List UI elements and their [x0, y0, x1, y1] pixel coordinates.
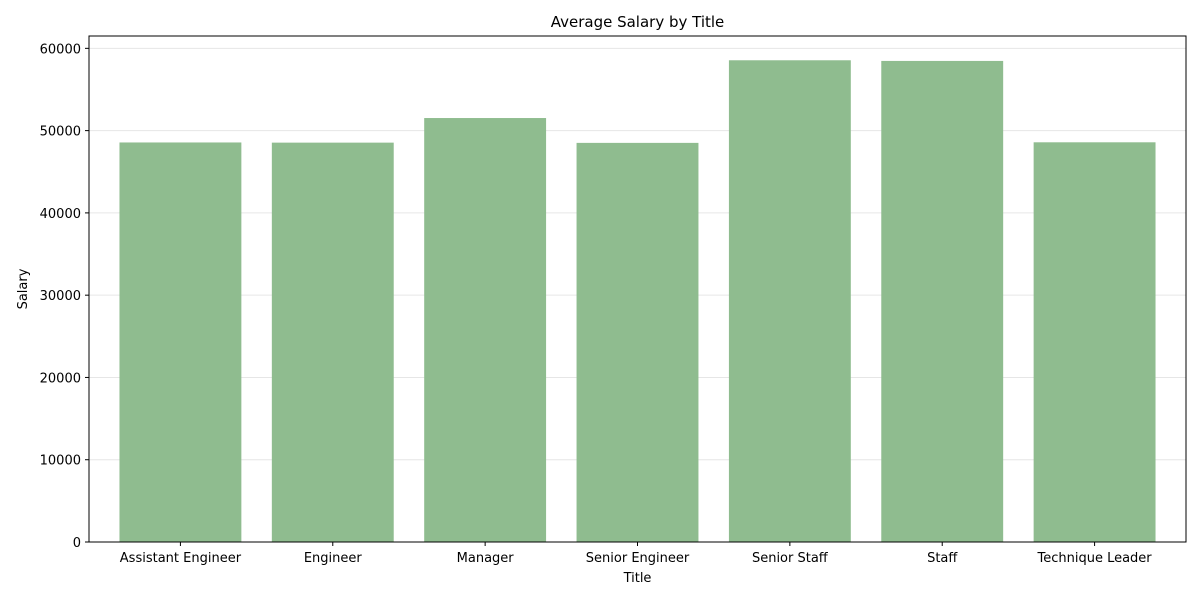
y-axis-label: Salary	[16, 268, 31, 309]
bar	[881, 60, 1004, 543]
x-tick-label: Engineer	[304, 551, 363, 566]
x-tick-label: Senior Engineer	[586, 551, 690, 566]
bar	[576, 142, 699, 542]
chart-title: Average Salary by Title	[551, 13, 725, 31]
x-tick-label: Senior Staff	[752, 551, 829, 566]
y-tick-label: 50000	[40, 125, 81, 140]
x-tick-label: Assistant Engineer	[120, 551, 242, 566]
x-tick-label: Manager	[457, 551, 515, 566]
bar	[119, 142, 242, 542]
y-tick-label: 10000	[40, 454, 81, 469]
bar	[271, 142, 394, 542]
y-axis-ticks: 0 10000 20000 30000 40000 50000 60000	[40, 42, 89, 551]
x-axis-ticks: Assistant Engineer Engineer Manager Senior …	[120, 542, 1152, 566]
bar	[1033, 142, 1156, 542]
y-tick-label: 30000	[40, 289, 81, 304]
y-tick-label: 60000	[40, 42, 81, 57]
x-tick-label: Technique Leader	[1036, 551, 1152, 566]
y-tick-label: 40000	[40, 207, 81, 222]
bars	[119, 60, 1156, 543]
bar	[424, 118, 547, 542]
y-tick-label: 20000	[40, 371, 81, 386]
x-axis-label: Title	[623, 571, 652, 586]
bar	[728, 60, 851, 542]
x-tick-label: Staff	[927, 551, 958, 566]
y-tick-label: 0	[73, 536, 81, 551]
